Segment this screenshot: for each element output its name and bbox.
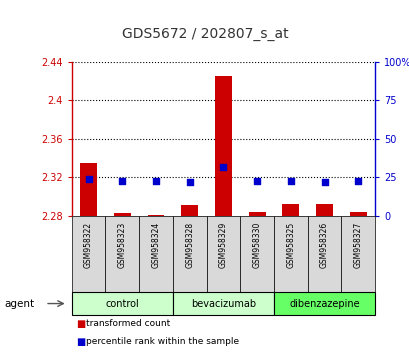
Point — [186, 179, 193, 185]
Bar — [214, 76, 231, 216]
Bar — [173, 216, 206, 292]
Bar — [315, 204, 332, 216]
Text: bevacizumab: bevacizumab — [191, 298, 255, 309]
Text: GSM958324: GSM958324 — [151, 222, 160, 268]
Point — [85, 176, 92, 182]
Bar — [273, 292, 374, 315]
Point — [119, 178, 125, 183]
Text: control: control — [105, 298, 139, 309]
Bar — [181, 205, 198, 216]
Bar — [341, 216, 374, 292]
Point — [220, 164, 226, 170]
Bar — [273, 216, 307, 292]
Text: GSM958330: GSM958330 — [252, 222, 261, 268]
Text: ■: ■ — [76, 319, 85, 329]
Text: GSM958327: GSM958327 — [353, 222, 362, 268]
Bar — [282, 204, 299, 216]
Text: GSM958326: GSM958326 — [319, 222, 328, 268]
Bar — [248, 212, 265, 216]
Point — [287, 178, 293, 183]
Text: dibenzazepine: dibenzazepine — [289, 298, 359, 309]
Bar — [240, 216, 273, 292]
Bar — [139, 216, 173, 292]
Bar — [173, 292, 273, 315]
Bar — [72, 292, 173, 315]
Bar — [80, 163, 97, 216]
Point — [153, 178, 159, 183]
Text: GSM958328: GSM958328 — [185, 222, 194, 268]
Bar — [307, 216, 341, 292]
Bar — [147, 215, 164, 216]
Text: GSM958325: GSM958325 — [285, 222, 294, 268]
Bar — [105, 216, 139, 292]
Bar — [349, 212, 366, 216]
Text: transformed count: transformed count — [86, 319, 170, 329]
Text: GSM958323: GSM958323 — [117, 222, 126, 268]
Text: ■: ■ — [76, 337, 85, 347]
Point — [354, 178, 361, 183]
Text: GSM958329: GSM958329 — [218, 222, 227, 268]
Text: percentile rank within the sample: percentile rank within the sample — [86, 337, 238, 346]
Point — [321, 179, 327, 185]
Point — [253, 178, 260, 183]
Text: GSM958322: GSM958322 — [84, 222, 93, 268]
Bar — [114, 213, 130, 216]
Text: GDS5672 / 202807_s_at: GDS5672 / 202807_s_at — [121, 27, 288, 41]
Bar — [72, 216, 105, 292]
Text: agent: agent — [4, 298, 34, 309]
Bar — [206, 216, 240, 292]
